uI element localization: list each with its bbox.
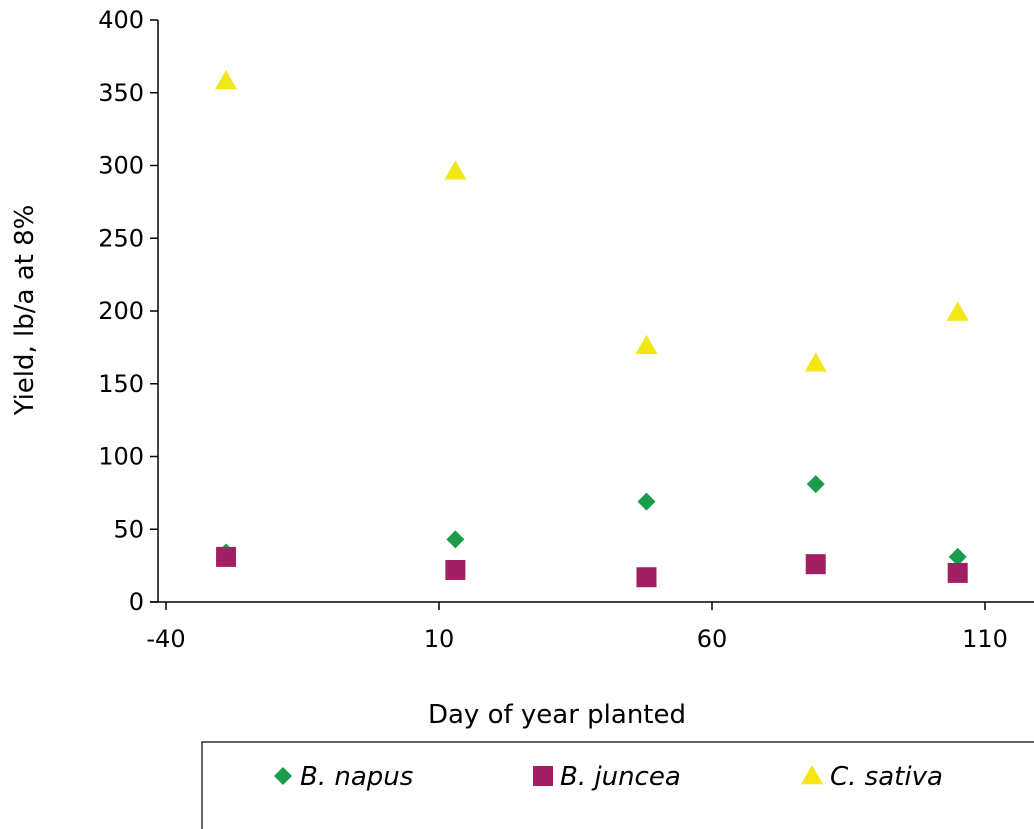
y-tick-label: 350 [98, 79, 144, 107]
x-tick-label: 10 [424, 625, 455, 653]
y-tick-label: 250 [98, 224, 144, 252]
b-napus-point [806, 475, 825, 494]
c-sativa-point [444, 160, 467, 180]
y-tick-label: 150 [98, 370, 144, 398]
b-juncea-point [445, 559, 466, 580]
x-tick-label: 60 [697, 625, 728, 653]
c-sativa-point [804, 352, 827, 372]
y-tick-label: 0 [129, 588, 144, 616]
b-juncea-point [216, 546, 237, 567]
legend-label-b-juncea: B. juncea [560, 762, 681, 792]
legend: B. napus B. juncea C. sativa [201, 741, 1034, 829]
b-napus-point [637, 492, 656, 511]
legend-marker-c-sativa [801, 765, 823, 785]
b-napus-point [948, 547, 967, 566]
y-tick-label: 400 [98, 6, 144, 34]
legend-label-b-napus: B. napus [300, 762, 413, 792]
b-juncea-point [636, 567, 657, 588]
c-sativa-point [946, 301, 969, 321]
y-axis-ticks: 0 50 100 150 200 250 300 350 400 [98, 6, 158, 616]
y-axis-title: Yield, lb/a at 8% [10, 205, 40, 417]
y-tick-label: 300 [98, 152, 144, 180]
b-juncea-point [947, 562, 968, 583]
legend-marker-b-napus [274, 767, 292, 785]
b-juncea-point [805, 554, 826, 575]
c-sativa-point [635, 334, 658, 355]
y-tick-label: 200 [98, 297, 144, 325]
axes [150, 20, 1034, 603]
legend-label-c-sativa: C. sativa [830, 762, 943, 792]
y-tick-label: 50 [113, 515, 144, 543]
data-points [215, 70, 969, 588]
legend-box [201, 741, 1034, 829]
b-napus-point [446, 530, 465, 549]
x-tick-label: 110 [962, 625, 1008, 653]
y-tick-label: 100 [98, 443, 144, 471]
legend-marker-b-juncea [533, 766, 553, 786]
x-axis-ticks: -40 10 60 110 [146, 602, 1008, 653]
x-tick-label: -40 [146, 625, 185, 653]
x-axis-title: Day of year planted [428, 700, 686, 730]
c-sativa-point [215, 70, 238, 90]
